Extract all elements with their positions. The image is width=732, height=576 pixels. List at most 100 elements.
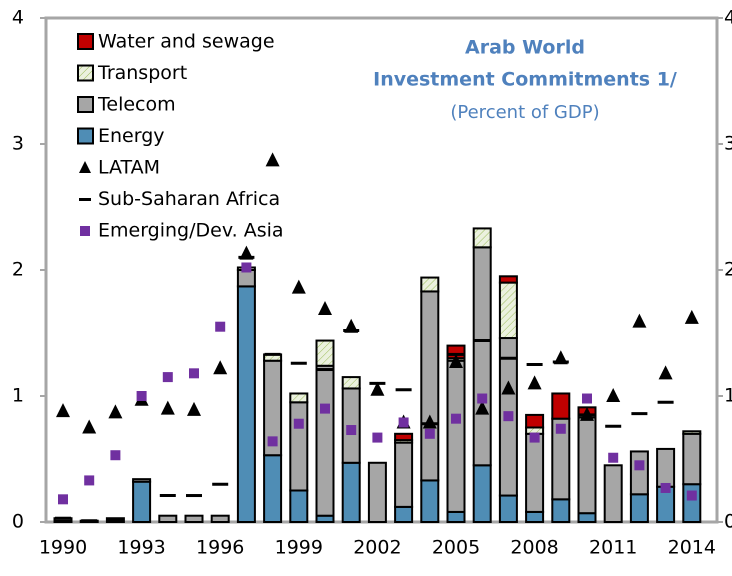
asia-marker: [372, 432, 383, 443]
latam-marker: [606, 388, 621, 402]
x-tick-label: 1996: [196, 537, 244, 559]
y2-tick-label: 1: [724, 385, 732, 407]
x-tick-label: 1990: [39, 537, 87, 559]
bar-segment: [682, 432, 702, 486]
bar-segment: [394, 505, 414, 524]
bar-segment: [525, 432, 545, 513]
asia-marker: [555, 423, 566, 434]
x-tick-label: 2011: [589, 537, 637, 559]
asia-marker: [58, 494, 68, 505]
bar-segment: [577, 512, 597, 523]
y-tick-label: 1: [12, 385, 24, 407]
latam-marker: [108, 404, 123, 419]
legend-swatch: [77, 64, 94, 82]
bar-segment: [341, 461, 361, 523]
latam-marker: [370, 381, 385, 396]
bar-segment: [682, 483, 702, 524]
bar-segment: [577, 416, 597, 515]
legend-swatch: [79, 161, 91, 173]
asia-marker: [608, 452, 619, 463]
bar-segment: [472, 246, 492, 467]
latam-marker: [318, 301, 332, 316]
bar-segment: [132, 478, 152, 483]
y2-tick-label: 4: [724, 7, 732, 29]
asia-marker: [320, 403, 330, 414]
bar-segment: [132, 480, 152, 523]
latam-marker: [475, 400, 490, 415]
bar-segment: [525, 413, 545, 429]
asia-marker: [660, 482, 671, 493]
asia-marker: [162, 372, 173, 383]
bar-segment: [315, 364, 335, 517]
x-tick-label: 2005: [432, 537, 480, 559]
bar-segment: [656, 447, 676, 488]
bar-segment: [289, 489, 309, 523]
bar-segment: [394, 432, 414, 442]
legend-swatch: [77, 96, 94, 113]
latam-marker: [82, 419, 97, 434]
asia-marker: [267, 436, 278, 447]
bar-segment: [682, 430, 702, 435]
bar-segment: [498, 494, 518, 524]
bar-segment: [210, 514, 230, 524]
bar-segment: [525, 510, 545, 524]
bar-segment: [629, 450, 649, 496]
asia-marker: [451, 413, 461, 424]
x-tick-label: 2008: [510, 537, 558, 559]
bar-segment: [498, 275, 518, 284]
latam-marker: [684, 309, 699, 324]
x-tick-label: 1993: [117, 537, 165, 559]
latam-marker: [213, 360, 228, 375]
bar-segment: [446, 359, 466, 513]
x-tick-label: 1999: [275, 537, 323, 559]
y2-tick-label: 2: [724, 259, 732, 281]
legend-label: Water and sewage: [98, 31, 275, 53]
bar-segment: [603, 464, 623, 523]
chart-note: (Percent of GDP): [450, 102, 599, 123]
bar-segment: [420, 276, 440, 293]
bar-segment: [158, 514, 178, 524]
latam-marker: [658, 365, 673, 380]
bar-segment: [184, 514, 204, 524]
bar-segment: [420, 479, 440, 524]
bar-segment: [551, 392, 571, 420]
asia-marker: [346, 425, 357, 436]
asia-marker: [136, 391, 147, 401]
latam-marker: [265, 152, 280, 167]
asia-marker: [582, 393, 592, 404]
bar-segment: [472, 464, 492, 523]
latam-marker: [56, 403, 70, 418]
latam-marker: [449, 353, 463, 368]
bar-segment: [394, 441, 414, 508]
bar-segment: [446, 510, 466, 524]
bar-segment: [289, 392, 309, 404]
bar-segment: [263, 454, 283, 523]
asia-marker: [293, 418, 304, 429]
asia-marker: [634, 460, 645, 471]
latam-marker: [160, 400, 175, 415]
bar-segment: [341, 376, 361, 390]
latam-marker: [527, 375, 542, 390]
y-tick-label: 0: [12, 511, 24, 533]
legend-swatch: [77, 33, 94, 50]
legend-label: Emerging/Dev. Asia: [98, 220, 284, 242]
legend-label: Telecom: [97, 94, 176, 116]
chart-title: Arab World: [465, 37, 585, 59]
asia-marker: [241, 262, 252, 273]
latam-marker: [187, 401, 201, 416]
legend-label: Transport: [97, 62, 187, 84]
y2-tick-label: 3: [724, 133, 732, 155]
asia-marker: [686, 490, 697, 501]
bar-segment: [315, 339, 335, 367]
bar-segment: [289, 401, 309, 492]
bar-segment: [629, 493, 649, 523]
asia-marker: [503, 411, 514, 422]
legend-swatch: [77, 127, 94, 145]
y-tick-label: 3: [12, 133, 24, 155]
asia-marker: [424, 428, 435, 439]
x-tick-label: 2002: [353, 537, 401, 559]
legend-label: LATAM: [98, 157, 160, 179]
asia-marker: [215, 321, 226, 332]
legend-label: Energy: [98, 125, 165, 147]
asia-marker: [110, 450, 121, 461]
